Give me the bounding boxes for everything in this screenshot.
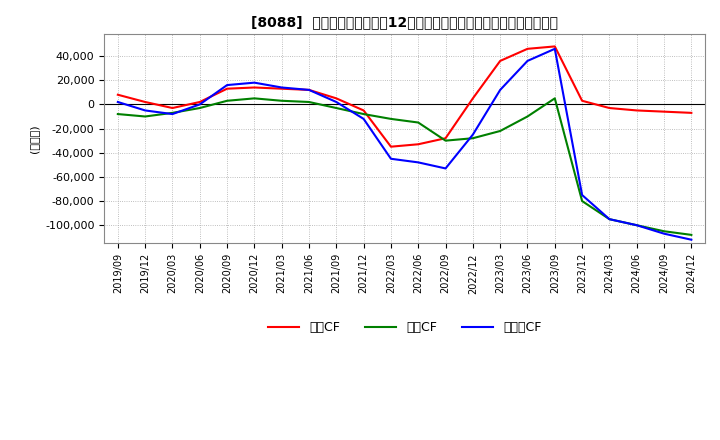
営業CF (551, 44, 559, 49)
営業CF (222, 86, 231, 92)
投資CF (359, 111, 368, 117)
営業CF (277, 86, 286, 92)
投資CF (605, 216, 613, 222)
投資CF (222, 98, 231, 103)
フリーCF (195, 102, 204, 107)
投資CF (660, 229, 668, 234)
投資CF (496, 128, 505, 134)
営業CF (195, 99, 204, 105)
投資CF (577, 198, 586, 204)
フリーCF (414, 160, 423, 165)
Title: [8088]  キャッシュフローの12か月移動合計の対前年同期増減額の推移: [8088] キャッシュフローの12か月移動合計の対前年同期増減額の推移 (251, 15, 558, 29)
Y-axis label: (百万円): (百万円) (30, 125, 40, 153)
フリーCF (222, 82, 231, 88)
投資CF (141, 114, 150, 119)
営業CF (632, 108, 641, 113)
フリーCF (496, 87, 505, 92)
投資CF (414, 120, 423, 125)
営業CF (359, 108, 368, 113)
投資CF (387, 116, 395, 121)
営業CF (332, 96, 341, 101)
営業CF (660, 109, 668, 114)
投資CF (469, 136, 477, 141)
営業CF (523, 46, 532, 51)
投資CF (168, 110, 177, 115)
フリーCF (168, 111, 177, 117)
フリーCF (141, 108, 150, 113)
フリーCF (660, 231, 668, 236)
フリーCF (441, 166, 450, 171)
投資CF (277, 98, 286, 103)
フリーCF (114, 99, 122, 105)
営業CF (387, 144, 395, 149)
営業CF (414, 142, 423, 147)
営業CF (687, 110, 696, 115)
営業CF (114, 92, 122, 97)
投資CF (687, 232, 696, 238)
フリーCF (359, 116, 368, 121)
フリーCF (632, 223, 641, 228)
営業CF (141, 99, 150, 105)
フリーCF (387, 156, 395, 161)
フリーCF (305, 87, 313, 92)
Legend: 営業CF, 投資CF, フリーCF: 営業CF, 投資CF, フリーCF (263, 316, 546, 340)
投資CF (632, 223, 641, 228)
投資CF (250, 96, 258, 101)
フリーCF (551, 46, 559, 51)
営業CF (305, 87, 313, 92)
フリーCF (469, 132, 477, 137)
フリーCF (523, 58, 532, 63)
営業CF (496, 58, 505, 63)
フリーCF (332, 99, 341, 105)
営業CF (469, 96, 477, 101)
投資CF (195, 106, 204, 111)
営業CF (577, 98, 586, 103)
Line: 営業CF: 営業CF (118, 46, 691, 147)
営業CF (168, 106, 177, 111)
投資CF (305, 99, 313, 105)
フリーCF (687, 237, 696, 242)
営業CF (250, 85, 258, 90)
投資CF (114, 111, 122, 117)
フリーCF (577, 192, 586, 198)
フリーCF (277, 85, 286, 90)
Line: フリーCF: フリーCF (118, 49, 691, 240)
投資CF (551, 96, 559, 101)
投資CF (332, 106, 341, 111)
フリーCF (250, 80, 258, 85)
フリーCF (605, 216, 613, 222)
営業CF (441, 136, 450, 141)
営業CF (605, 106, 613, 111)
投資CF (441, 138, 450, 143)
投資CF (523, 114, 532, 119)
Line: 投資CF: 投資CF (118, 99, 691, 235)
